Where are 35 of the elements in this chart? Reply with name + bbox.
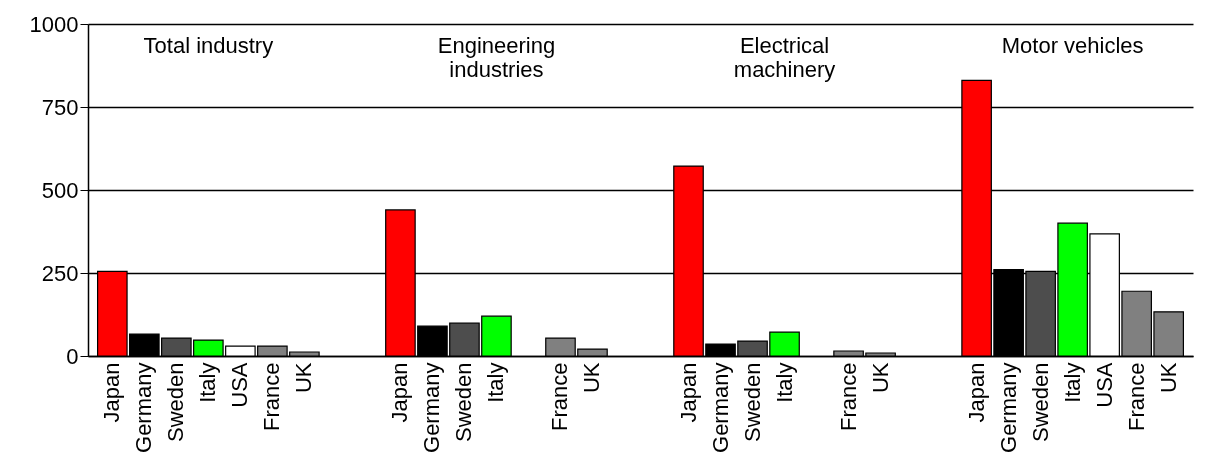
x-tick-label: Germany (707, 362, 733, 453)
x-tick-label: Italy (483, 362, 509, 403)
x-tick-label: France (835, 362, 861, 431)
x-tick-label: Japan (675, 362, 701, 423)
x-tick-label: France (259, 362, 285, 431)
y-tick-label: 250 (41, 260, 79, 286)
y-tick-label: 0 (66, 343, 79, 369)
x-tick-label: Germany (995, 362, 1021, 453)
x-tick-label: UK (291, 362, 317, 394)
x-tick-label: USA (1091, 362, 1117, 408)
x-tick-label: Japan (99, 362, 125, 423)
x-tick-label: Germany (419, 362, 445, 453)
annotation: Engineering industries (437, 33, 556, 82)
x-tick-label: France (1123, 362, 1149, 431)
x-tick-label: Italy (771, 362, 797, 403)
x-tick-label: UK (579, 362, 605, 394)
x-tick-label: Japan (387, 362, 413, 423)
x-tick-label: Japan (963, 362, 989, 423)
x-tick-label: Sweden (163, 362, 189, 443)
annotation: Electrical machinery (733, 33, 836, 82)
x-tick-label: Italy (1059, 362, 1085, 403)
x-tick-label: USA (227, 362, 253, 408)
x-tick-label: UK (1155, 362, 1181, 394)
annotation: Motor vehicles (1001, 33, 1144, 58)
x-tick-label: Sweden (451, 362, 477, 443)
y-tick-label: 1000 (29, 11, 79, 37)
x-tick-label: UK (867, 362, 893, 394)
annotation: Total industry (143, 33, 274, 58)
x-tick-label: France (547, 362, 573, 431)
x-tick-label: Germany (131, 362, 157, 453)
y-tick-label: 750 (41, 94, 79, 120)
x-tick-label: Sweden (739, 362, 765, 443)
x-tick-label: Sweden (1027, 362, 1053, 443)
y-tick-label: 500 (41, 177, 79, 203)
x-tick-label: Italy (195, 362, 221, 403)
